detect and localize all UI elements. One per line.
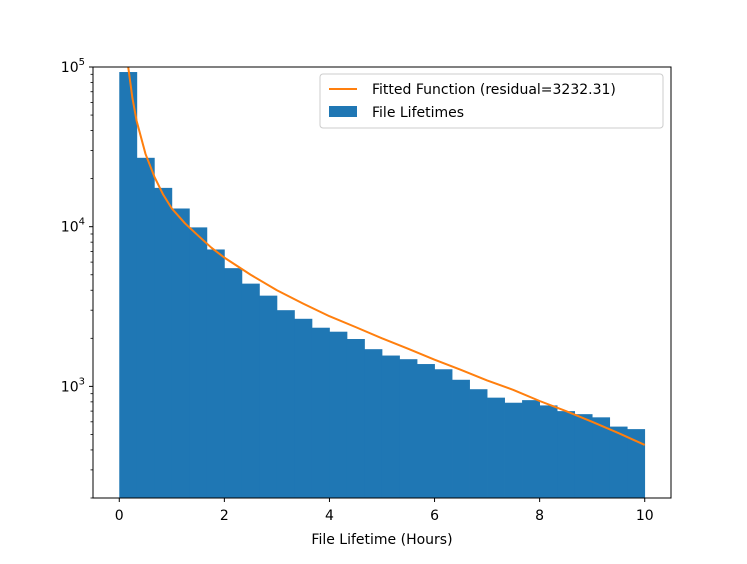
histogram-bar	[154, 187, 173, 498]
histogram-bar	[417, 364, 435, 498]
histogram-bar	[259, 295, 278, 498]
histogram-bar	[539, 405, 558, 498]
histogram-bar	[329, 331, 348, 498]
histogram-bar	[206, 249, 225, 498]
histogram-bar	[609, 426, 628, 498]
legend-bar-swatch	[329, 106, 357, 117]
y-tick-label: 104	[61, 217, 85, 236]
x-tick-label: 6	[430, 508, 439, 524]
histogram-bar	[487, 397, 505, 498]
fitted-function-line	[127, 67, 646, 446]
histogram-bar	[381, 355, 400, 498]
histogram-bar	[627, 429, 646, 498]
x-tick-label: 2	[220, 508, 229, 524]
histogram-bar	[522, 400, 540, 498]
fitted-function-line-group	[127, 67, 646, 446]
legend: Fitted Function (residual=3232.31) File …	[319, 73, 664, 129]
plot-area-frame	[92, 66, 672, 499]
histogram-bar	[346, 339, 365, 498]
histogram-bar	[399, 359, 418, 498]
histogram-bar	[136, 157, 155, 498]
legend-label-fitted-function: Fitted Function (residual=3232.31)	[372, 82, 616, 98]
histogram-bar	[434, 369, 453, 498]
histogram-bar	[294, 318, 313, 498]
histogram-bar	[276, 310, 295, 498]
y-tick-label: 103	[61, 376, 85, 395]
histogram-bar	[557, 411, 576, 498]
legend-label-file-lifetimes: File Lifetimes	[372, 105, 464, 121]
histogram-bar	[469, 389, 488, 498]
histogram-bar	[241, 283, 260, 498]
x-tick-label: 4	[325, 508, 334, 524]
histogram-bars	[119, 72, 646, 498]
y-axis-ticks: 103 104 105	[61, 57, 93, 499]
histogram-bar	[452, 379, 470, 498]
histogram-bar	[592, 417, 611, 498]
histogram-bar	[311, 327, 330, 498]
x-axis-label: File Lifetime (Hours)	[311, 532, 452, 548]
x-tick-label: 0	[115, 508, 124, 524]
histogram-bar	[364, 349, 383, 498]
x-tick-label: 10	[636, 508, 654, 524]
x-axis-ticks: 0 2 4 6 8 10	[115, 498, 654, 524]
histogram-bar	[224, 268, 243, 498]
histogram-bar	[171, 208, 190, 498]
histogram-bar	[504, 402, 523, 498]
histogram-bar	[574, 414, 593, 498]
x-tick-label: 8	[535, 508, 544, 524]
histogram-bar	[119, 72, 138, 498]
y-tick-label: 105	[61, 57, 85, 76]
histogram-bar	[189, 227, 208, 498]
legend-box	[319, 73, 664, 129]
